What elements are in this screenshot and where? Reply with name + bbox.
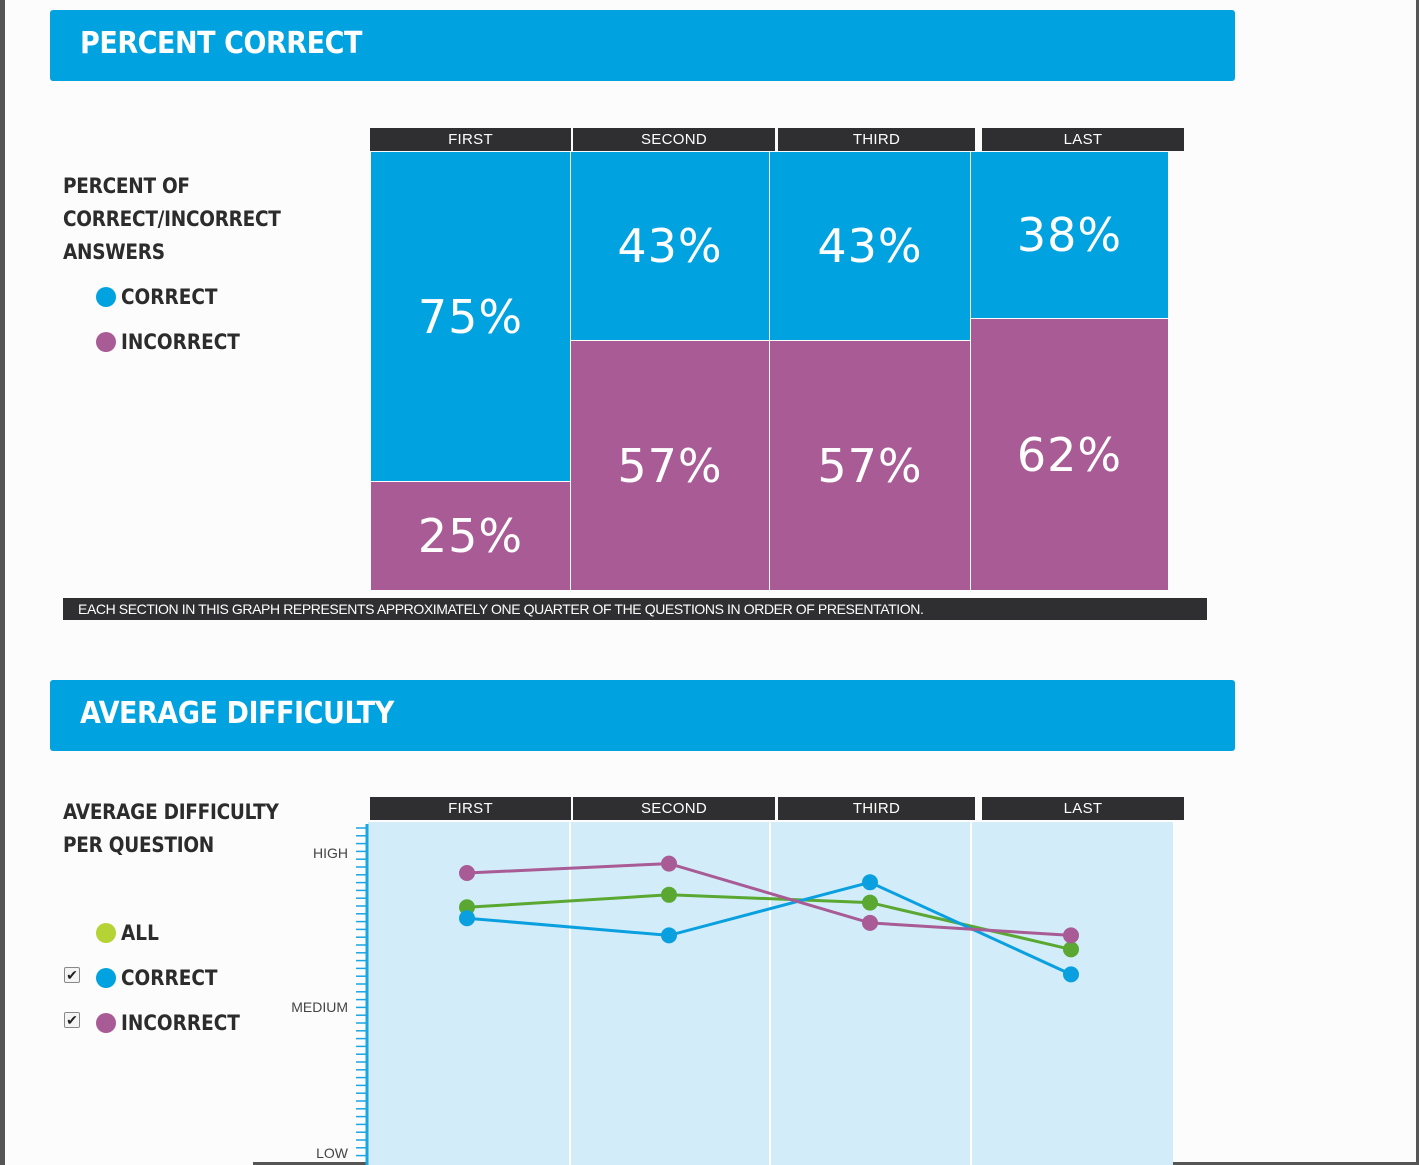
column-header-first: FIRST	[370, 128, 571, 151]
legend-title-line: ANSWERS	[63, 240, 165, 264]
column-header-first: FIRST	[370, 797, 571, 820]
column-header-third: THIRD	[778, 797, 975, 820]
legend-label: CORRECT	[121, 966, 218, 990]
incorrect-dot-icon	[96, 332, 116, 352]
difficulty-legend-title: AVERAGE DIFFICULTY PER QUESTION	[63, 796, 279, 862]
legend-incorrect-difficulty: INCORRECT	[96, 1011, 256, 1035]
legend-title-line: AVERAGE DIFFICULTY	[63, 800, 279, 824]
incorrect-block-last: 62%	[971, 319, 1168, 590]
column-header-last: LAST	[982, 128, 1184, 151]
legend-incorrect: INCORRECT	[96, 330, 256, 354]
legend-label: INCORRECT	[121, 1011, 240, 1035]
correct-dot-icon	[96, 287, 116, 307]
column-header-second: SECOND	[573, 797, 775, 820]
difficulty-plot-area	[368, 822, 1173, 1165]
column-header-third: THIRD	[778, 128, 975, 151]
percent-legend-title: PERCENT OF CORRECT/INCORRECT ANSWERS	[63, 170, 281, 269]
correct-checkbox[interactable]: ✔	[64, 967, 80, 983]
y-tick-low: LOW	[316, 1145, 348, 1161]
percent-correct-banner: PERCENT CORRECT	[50, 10, 1235, 81]
column-header-last: LAST	[982, 797, 1184, 820]
y-tick-medium: MEDIUM	[291, 999, 348, 1015]
correct-block-first: 75%	[371, 152, 570, 481]
legend-label: INCORRECT	[121, 330, 240, 354]
incorrect-block-first: 25%	[371, 482, 570, 590]
correct-block-last: 38%	[971, 152, 1168, 318]
legend-title-line: CORRECT/INCORRECT	[63, 207, 281, 231]
legend-title-line: PER QUESTION	[63, 833, 214, 857]
correct-dot-icon	[96, 968, 116, 988]
incorrect-block-second: 57%	[571, 341, 769, 590]
all-dot-icon	[96, 923, 116, 943]
incorrect-block-third: 57%	[770, 341, 970, 590]
legend-label: CORRECT	[121, 285, 218, 309]
page-right-border	[1416, 0, 1419, 1165]
legend-correct: CORRECT	[96, 285, 231, 309]
legend-label: ALL	[121, 921, 159, 945]
graph-footnote: EACH SECTION IN THIS GRAPH REPRESENTS AP…	[63, 598, 1207, 620]
page-left-border	[0, 0, 5, 1165]
average-difficulty-banner: AVERAGE DIFFICULTY	[50, 680, 1235, 751]
legend-title-line: PERCENT OF	[63, 174, 190, 198]
average-difficulty-title: AVERAGE DIFFICULTY	[80, 696, 394, 731]
legend-all: ALL	[96, 921, 164, 945]
column-header-second: SECOND	[573, 128, 775, 151]
legend-correct-difficulty: CORRECT	[96, 966, 231, 990]
incorrect-checkbox[interactable]: ✔	[64, 1012, 80, 1028]
correct-block-second: 43%	[571, 152, 769, 340]
incorrect-dot-icon	[96, 1013, 116, 1033]
correct-block-third: 43%	[770, 152, 970, 340]
percent-correct-title: PERCENT CORRECT	[80, 26, 362, 61]
y-tick-high: HIGH	[313, 845, 348, 861]
